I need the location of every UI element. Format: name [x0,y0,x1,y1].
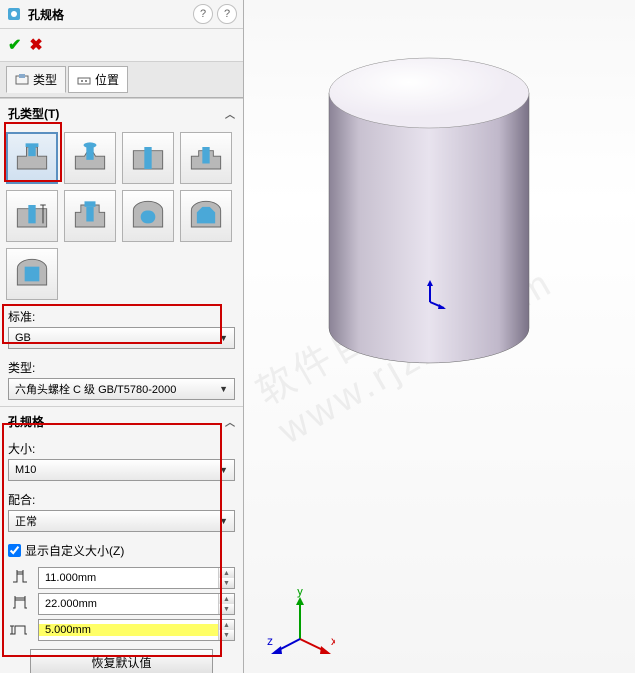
hole-type-flanged[interactable] [64,190,116,242]
hole-straight-icon [126,136,170,180]
restore-defaults-button[interactable]: 恢复默认值 [30,649,213,673]
spin-up-0[interactable]: ▲ [219,568,234,578]
tab-position[interactable]: 位置 [68,66,128,93]
chevron-up-icon: ︿ [225,106,235,121]
spin-up-2[interactable]: ▲ [219,620,234,630]
dim-d1-icon [8,569,32,587]
help-button-2[interactable]: ? [217,4,237,24]
hole-type-csink[interactable] [64,132,116,184]
panel-titlebar: 孔规格 ? ? [0,0,243,29]
dropdown-arrow-icon: ▼ [219,384,228,394]
dropdown-arrow-icon: ▼ [219,333,228,343]
chevron-up-icon: ︿ [225,414,235,429]
dimension-spinner-1: ▲▼ [38,593,235,615]
axis-z-label: z [267,634,273,648]
dimension-input-0[interactable] [39,572,218,584]
standard-value: GB [15,332,31,344]
property-panel: 孔规格 ? ? ✔ ✖ 类型 位置 孔类型(T) ︿ 标准: GB ▼ 类型: … [0,0,244,673]
size-dropdown[interactable]: M10 ▼ [8,459,235,481]
type-label: 类型: [0,355,243,378]
help-buttons: ? ? [193,4,237,24]
hole-type-slot1[interactable] [122,190,174,242]
dimension-row-1: ▲▼ [8,593,235,615]
hole-tapered-icon [10,194,54,238]
hole-type-step[interactable] [180,132,232,184]
show-custom-checkbox[interactable] [8,544,21,557]
size-label: 大小: [0,436,243,459]
hole-type-grid [0,128,243,304]
ok-button[interactable]: ✔ [8,35,21,55]
hole-slot2-icon [184,194,228,238]
hole-slot1-icon [126,194,170,238]
tab-position-label: 位置 [95,71,119,88]
dimension-spinner-2: ▲▼ [38,619,235,641]
hole-step-icon [184,136,228,180]
tab-type-icon [15,73,29,87]
dim-d2-icon [8,595,32,613]
spin-down-2[interactable]: ▼ [219,630,234,640]
hole-wizard-icon [6,6,22,22]
hole-csink-icon [68,136,112,180]
spin-down-0[interactable]: ▼ [219,578,234,588]
confirm-row: ✔ ✖ [0,29,243,62]
cylinder-model [314,48,544,368]
hole-type-slot3[interactable] [6,248,58,300]
hole-slot3-icon [10,252,54,296]
axis-x-label: x [331,634,335,648]
dropdown-arrow-icon: ▼ [219,465,228,475]
dimension-input-1[interactable] [39,598,218,610]
cancel-button[interactable]: ✖ [29,35,42,55]
hole-cbore-icon [10,136,54,180]
show-custom-row: 显示自定义大小(Z) [0,538,243,563]
type-value: 六角头螺栓 C 级 GB/T5780-2000 [15,381,176,397]
standard-dropdown[interactable]: GB ▼ [8,327,235,349]
section-holetype-label: 孔类型(T) [8,105,59,122]
standard-label: 标准: [0,304,243,327]
3d-viewport[interactable]: 软件自学网 www.rjzxw.com y x z [244,0,635,673]
hole-type-cbore[interactable] [6,132,58,184]
tabs-row: 类型 位置 [0,62,243,98]
fit-value: 正常 [15,513,37,529]
view-triad: y x z [265,589,335,659]
dropdown-arrow-icon: ▼ [219,516,228,526]
hole-type-straight[interactable] [122,132,174,184]
tab-position-icon [77,73,91,87]
dim-d3-icon [8,621,32,639]
hole-flanged-icon [68,194,112,238]
tab-type[interactable]: 类型 [6,66,66,93]
hole-type-slot2[interactable] [180,190,232,242]
dimension-spinner-0: ▲▼ [38,567,235,589]
section-spec-label: 孔规格 [8,413,44,430]
dimension-input-2[interactable] [39,624,218,636]
fit-label: 配合: [0,487,243,510]
origin-marker [422,280,446,310]
panel-title: 孔规格 [28,6,64,23]
section-holetype-header[interactable]: 孔类型(T) ︿ [0,98,243,128]
dimension-row-0: ▲▼ [8,567,235,589]
help-button-1[interactable]: ? [193,4,213,24]
tab-type-label: 类型 [33,71,57,88]
show-custom-label: 显示自定义大小(Z) [25,542,124,559]
type-dropdown[interactable]: 六角头螺栓 C 级 GB/T5780-2000 ▼ [8,378,235,400]
spin-up-1[interactable]: ▲ [219,594,234,604]
section-spec-header[interactable]: 孔规格 ︿ [0,406,243,436]
spin-down-1[interactable]: ▼ [219,604,234,614]
axis-y-label: y [297,589,303,598]
dimension-row-2: ▲▼ [8,619,235,641]
size-value: M10 [15,464,36,476]
fit-dropdown[interactable]: 正常 ▼ [8,510,235,532]
hole-type-tapered[interactable] [6,190,58,242]
